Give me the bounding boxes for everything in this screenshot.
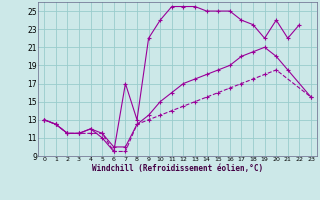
X-axis label: Windchill (Refroidissement éolien,°C): Windchill (Refroidissement éolien,°C) xyxy=(92,164,263,173)
